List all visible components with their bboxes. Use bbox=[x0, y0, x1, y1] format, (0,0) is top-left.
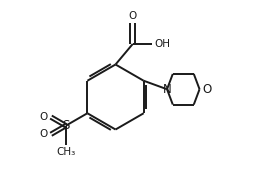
Text: OH: OH bbox=[155, 39, 171, 49]
Text: S: S bbox=[62, 119, 70, 132]
Text: O: O bbox=[202, 83, 212, 96]
Text: O: O bbox=[129, 11, 137, 21]
Text: N: N bbox=[163, 83, 171, 96]
Text: CH₃: CH₃ bbox=[56, 147, 75, 157]
Text: O: O bbox=[40, 129, 48, 139]
Text: O: O bbox=[40, 112, 48, 122]
